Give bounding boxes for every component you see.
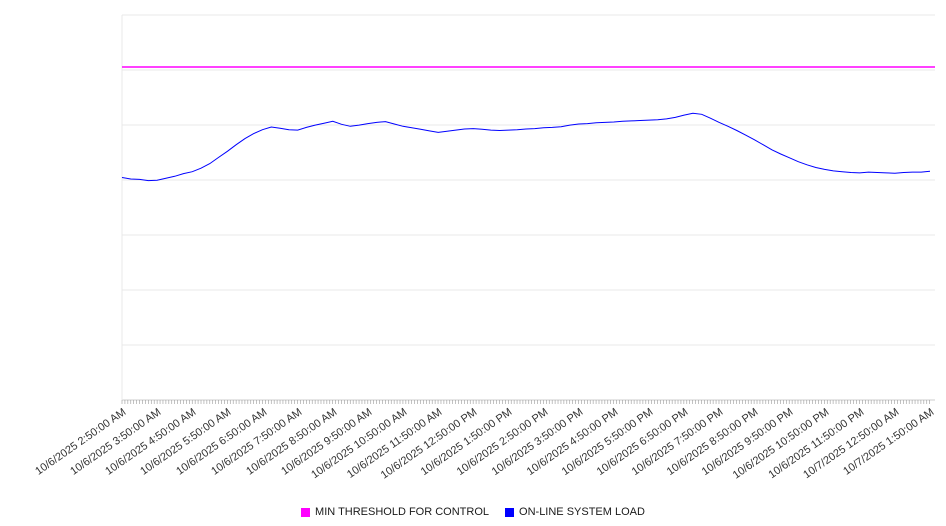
x-axis-label: 10/6/2025 9:50:00 AM — [279, 406, 375, 478]
x-axis-label: 10/6/2025 1:50:00 PM — [419, 406, 515, 479]
x-axis-label: 10/6/2025 9:50:00 PM — [700, 406, 796, 479]
x-axis-label: 10/6/2025 11:50:00 PM — [766, 406, 867, 482]
min-threshold-swatch-icon — [301, 507, 311, 517]
x-axis-label: 10/6/2025 7:50:00 AM — [208, 406, 304, 478]
legend-item-min-threshold: MIN THRESHOLD FOR CONTROL — [301, 506, 489, 518]
legend-label-system-load: ON-LINE SYSTEM LOAD — [519, 506, 645, 518]
x-axis-label: 10/7/2025 12:50:00 AM — [801, 406, 902, 482]
x-axis-label: 10/6/2025 5:50:00 PM — [559, 406, 656, 479]
x-axis-label: 10/7/2025 1:50:00 AM — [841, 406, 937, 478]
x-axis-label: 10/6/2025 3:50:00 AM — [68, 406, 164, 478]
x-axis-label: 10/6/2025 6:50:00 PM — [594, 406, 691, 479]
system-load-line — [121, 112, 931, 182]
x-axis-label: 10/6/2025 12:50:00 PM — [379, 406, 480, 482]
x-axis-label: 10/6/2025 8:50:00 AM — [244, 406, 340, 478]
x-axis-label: 10/6/2025 10:50:00 AM — [309, 406, 410, 482]
x-axis-label: 10/6/2025 7:50:00 PM — [629, 406, 726, 479]
x-axis-label: 10/6/2025 10:50:00 PM — [730, 406, 831, 482]
x-axis-label: 10/6/2025 4:50:00 AM — [103, 406, 199, 478]
x-axis-label: 10/6/2025 11:50:00 AM — [345, 406, 445, 481]
legend-item-system-load: ON-LINE SYSTEM LOAD — [505, 506, 645, 518]
legend-label-min-threshold: MIN THRESHOLD FOR CONTROL — [315, 506, 490, 518]
x-axis-label: 10/6/2025 8:50:00 PM — [665, 406, 761, 479]
plot-area — [121, 14, 935, 404]
legend: MIN THRESHOLD FOR CONTROL ON-LINE SYSTEM… — [0, 506, 946, 518]
x-axis-label: 10/6/2025 3:50:00 PM — [489, 406, 585, 479]
system-load-swatch-icon — [505, 507, 515, 517]
x-axis-label: 10/6/2025 6:50:00 AM — [173, 406, 269, 478]
x-axis-label: 10/6/2025 4:50:00 PM — [524, 406, 621, 479]
x-axis-label: 10/6/2025 5:50:00 AM — [138, 406, 234, 478]
x-axis-label: 10/6/2025 2:50:00 AM — [33, 406, 129, 478]
x-axis-label: 10/6/2025 2:50:00 PM — [454, 406, 550, 479]
